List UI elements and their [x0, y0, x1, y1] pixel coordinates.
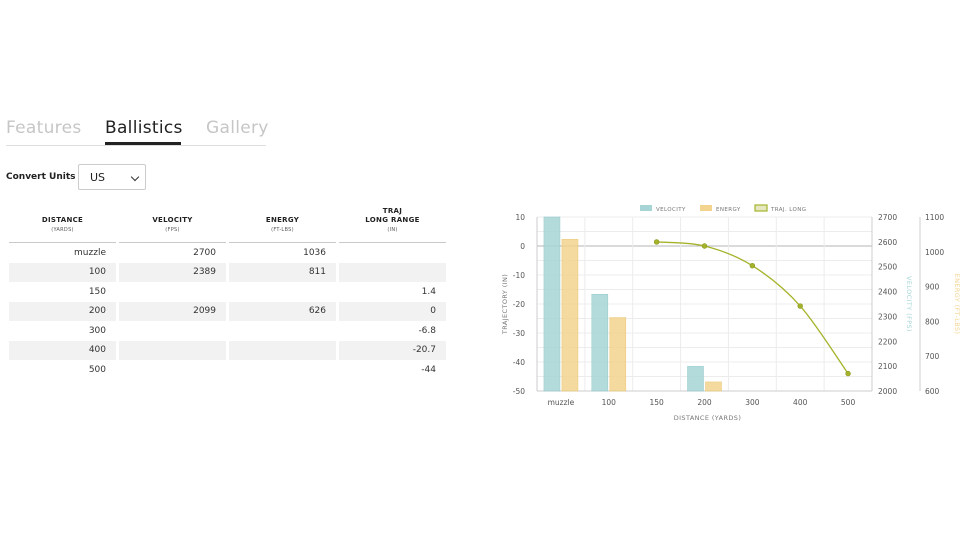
- velocity-bar: [687, 366, 704, 392]
- header-trajectory-unit: (IN): [387, 227, 398, 233]
- table-row: 300 -6.8: [88, 325, 436, 336]
- energy-tick-label: 600: [925, 387, 940, 396]
- legend-label: TRAJ. LONG: [770, 207, 806, 213]
- tab-bar: Features Ballistics Gallery: [6, 118, 269, 146]
- header-energy: ENERGY (FT-LBS): [229, 200, 336, 243]
- header-velocity-unit: (FPS): [165, 227, 180, 233]
- table-row: 100 2389 811: [9, 262, 446, 282]
- legend-swatch-energy: [700, 205, 712, 211]
- trajectory-tick-label: -20: [513, 300, 525, 309]
- x-tick-label: 500: [841, 398, 856, 407]
- energy-tick-label: 1100: [925, 213, 944, 222]
- tab-ballistics[interactable]: Ballistics: [105, 118, 183, 138]
- ballistics-chart: 100-10-20-30-40-502700260025002400230022…: [501, 204, 961, 422]
- energy-axis-title: ENERGY (FT-LBS): [953, 274, 961, 335]
- header-velocity: VELOCITY (FPS): [119, 200, 226, 243]
- trajectory-tick-label: -30: [513, 329, 525, 338]
- trajectory-point: [701, 243, 708, 249]
- energy-tick-label: 900: [925, 283, 940, 292]
- header-trajectory: TRAJ LONG RANGE (IN): [339, 200, 446, 243]
- trajectory-axis-title: TRAJECTORY (IN): [501, 274, 509, 335]
- energy-tick-label: 700: [925, 352, 940, 361]
- legend-swatch-trajectory: [754, 204, 768, 212]
- active-tab-indicator: [105, 142, 181, 145]
- velocity-tick-label: 2400: [878, 288, 897, 297]
- x-tick-label: 400: [793, 398, 808, 407]
- trajectory-point: [845, 370, 851, 377]
- header-energy-unit: (FT-LBS): [271, 227, 294, 233]
- energy-bar: [609, 317, 627, 392]
- velocity-tick-label: 2100: [878, 362, 897, 371]
- velocity-tick-label: 2600: [878, 238, 897, 247]
- table-row: muzzle 2700 1036: [74, 247, 326, 258]
- units-select-value: US: [90, 171, 106, 184]
- table-row: 150 1.4: [88, 286, 436, 297]
- table-header-row: DISTANCE (YARDS) VELOCITY (FPS) ENERGY (FT-…: [9, 200, 446, 243]
- velocity-bar: [591, 294, 609, 392]
- legend-swatch-velocity: [640, 205, 652, 211]
- velocity-bar: [543, 216, 561, 392]
- trajectory-tick-label: -50: [513, 387, 525, 396]
- x-tick-label: 150: [649, 398, 664, 407]
- tab-gallery[interactable]: Gallery: [206, 118, 269, 138]
- energy-bar: [705, 381, 722, 392]
- trajectory-tick-label: 10: [515, 213, 525, 222]
- legend-label: VELOCITY: [656, 207, 686, 213]
- velocity-tick-label: 2500: [878, 263, 897, 272]
- tab-features[interactable]: Features: [6, 118, 82, 138]
- units-select[interactable]: US: [78, 164, 146, 190]
- velocity-tick-label: 2300: [878, 312, 897, 321]
- energy-bar: [561, 238, 579, 392]
- trajectory-point: [749, 263, 756, 269]
- velocity-axis-title: VELOCITY (FPS): [905, 276, 913, 332]
- legend-label: ENERGY: [716, 207, 741, 213]
- x-tick-label: 200: [697, 398, 712, 407]
- trajectory-tick-label: -40: [513, 358, 525, 367]
- velocity-tick-label: 2700: [878, 213, 897, 222]
- x-tick-label: 300: [745, 398, 760, 407]
- trajectory-tick-label: 0: [520, 242, 525, 251]
- header-distance: DISTANCE (YARDS): [9, 200, 116, 243]
- table-row: 200 2099 626 0: [9, 301, 446, 321]
- velocity-tick-label: 2000: [878, 387, 897, 396]
- x-tick-label: 100: [602, 398, 617, 407]
- x-tick-label: muzzle: [548, 398, 575, 407]
- trajectory-point: [797, 303, 803, 309]
- energy-tick-label: 1000: [925, 248, 944, 257]
- velocity-tick-label: 2200: [878, 337, 897, 346]
- trajectory-tick-label: -10: [513, 271, 525, 280]
- convert-units-label: Convert Units: [6, 172, 76, 182]
- trajectory-line: [656, 241, 849, 374]
- header-distance-unit: (YARDS): [51, 227, 74, 233]
- ballistics-table: DISTANCE (YARDS) VELOCITY (FPS) ENERGY (FT-…: [6, 200, 449, 380]
- table-row: 400 -20.7: [9, 340, 446, 360]
- energy-tick-label: 800: [925, 317, 940, 326]
- table-row: 500 -44: [88, 364, 436, 375]
- trajectory-point: [653, 239, 660, 245]
- x-axis-title: DISTANCE (YARDS): [674, 414, 742, 422]
- chevron-down-icon: [130, 172, 140, 182]
